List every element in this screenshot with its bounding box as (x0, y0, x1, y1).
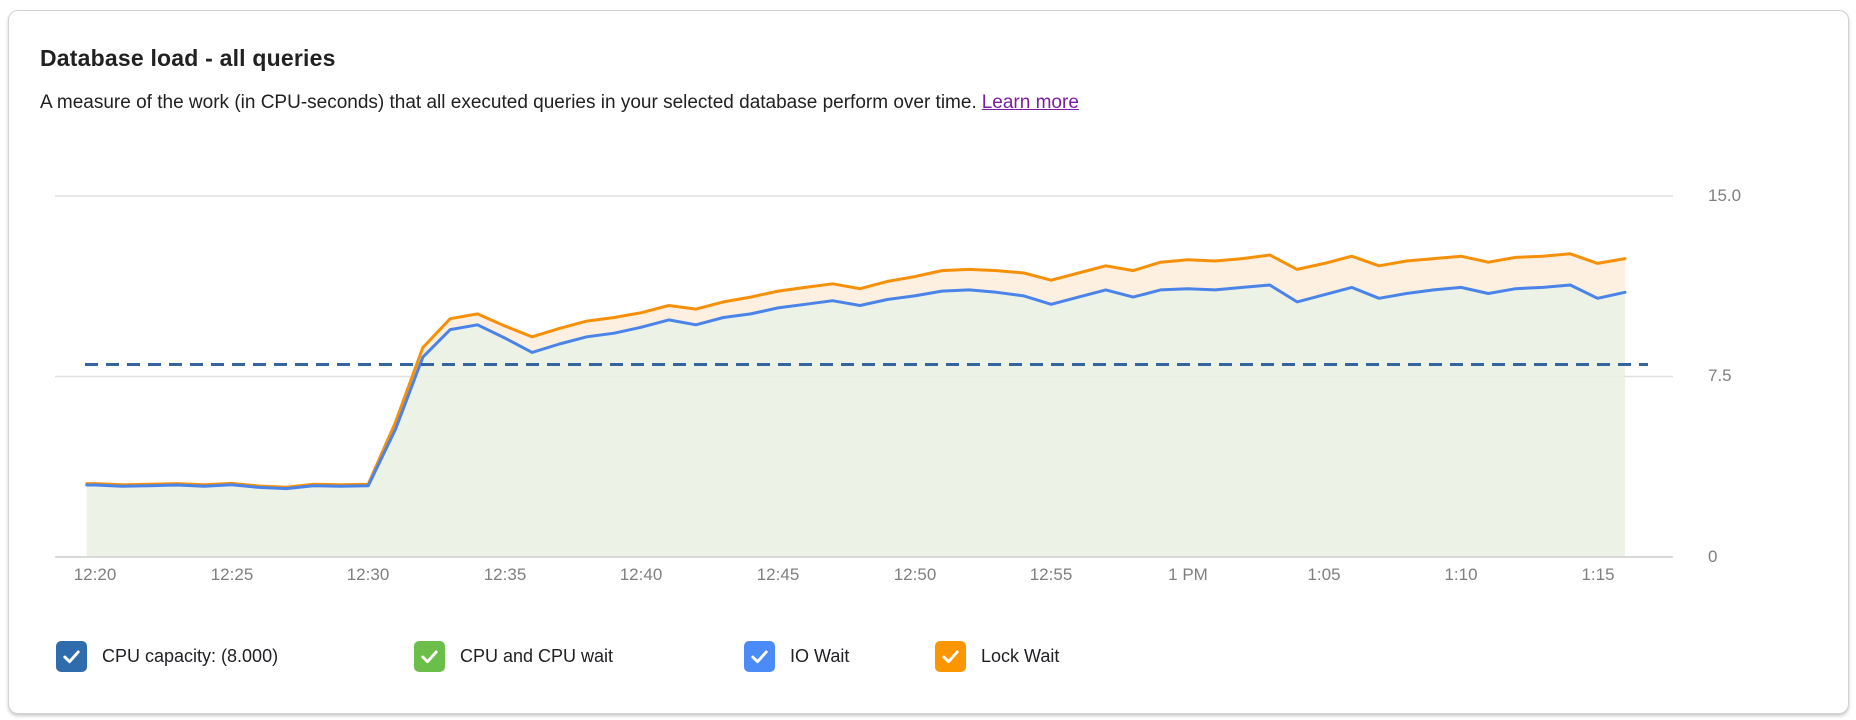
checkbox-checked-icon[interactable] (414, 641, 445, 672)
x-axis-label: 1:15 (1581, 565, 1615, 584)
checkbox-checked-icon[interactable] (935, 641, 966, 672)
x-axis-label: 12:30 (346, 565, 390, 584)
legend-label: CPU and CPU wait (460, 646, 614, 666)
x-axis-label: 12:25 (210, 565, 254, 584)
cpu-and-cpu-wait-area (86, 285, 1625, 557)
x-axis-label: 12:55 (1029, 565, 1073, 584)
chart-description: A measure of the work (in CPU-seconds) t… (40, 92, 1079, 114)
legend-label: Lock Wait (981, 646, 1060, 666)
learn-more-link[interactable]: Learn more (981, 92, 1079, 113)
x-axis-label: 1 PM (1168, 565, 1208, 584)
legend-item-cpu-capacity[interactable]: CPU capacity: (8.000) (56, 641, 278, 672)
chart-description-text: A measure of the work (in CPU-seconds) t… (40, 92, 977, 113)
x-axis-label: 12:20 (73, 565, 117, 584)
x-axis-label: 12:50 (893, 565, 937, 584)
x-axis-label: 12:45 (756, 565, 800, 584)
checkbox-checked-icon[interactable] (56, 641, 87, 672)
x-axis-label: 1:05 (1307, 565, 1341, 584)
x-axis-label: 12:40 (619, 565, 663, 584)
legend-item-lock-wait[interactable]: Lock Wait (935, 641, 1059, 672)
io-wait-line (85, 283, 1627, 491)
legend-label: CPU capacity: (8.000) (102, 646, 279, 666)
x-axis-label: 1:10 (1444, 565, 1478, 584)
chart-title: Database load - all queries (40, 45, 336, 71)
checkbox-checked-icon[interactable] (744, 641, 775, 672)
legend-item-cpu-and-cpu-wait[interactable]: CPU and CPU wait (414, 641, 613, 672)
legend-item-io-wait[interactable]: IO Wait (744, 641, 849, 672)
y-axis-label: 0 (1708, 547, 1718, 566)
lock-wait-area (86, 253, 1625, 489)
legend-label: IO Wait (790, 646, 850, 666)
y-axis-label: 15.0 (1708, 186, 1742, 205)
x-axis-label: 12:35 (483, 565, 527, 584)
y-axis-label: 7.5 (1708, 366, 1732, 385)
